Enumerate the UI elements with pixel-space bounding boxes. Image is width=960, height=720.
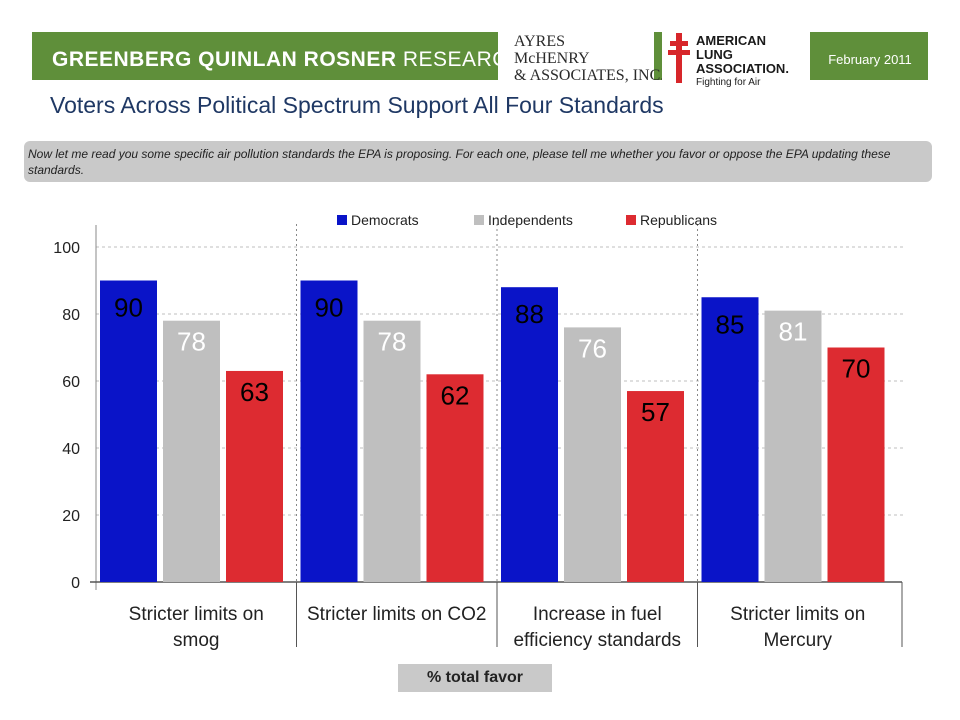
data-label: 90 [114, 293, 143, 323]
data-label: 70 [842, 354, 871, 384]
data-label: 90 [315, 293, 344, 323]
gqr-logo: GREENBERG QUINLAN ROSNER RESEARCH [52, 48, 524, 71]
ayres-mchenry-logo: AYRES McHENRY & ASSOCIATES, INC. [514, 33, 665, 84]
ayres-mchenry-logo-box [498, 28, 654, 88]
total-favor-label: % total favor [398, 664, 552, 692]
category-label: smog [173, 630, 219, 651]
legend-swatch [474, 215, 484, 225]
category-label: Stricter limits on [730, 604, 865, 625]
y-tick-label: 100 [53, 240, 80, 257]
category-label: efficiency standards [513, 630, 681, 651]
y-tick-label: 80 [62, 307, 80, 324]
y-tick-label: 40 [62, 441, 80, 458]
data-label: 76 [578, 333, 607, 363]
data-label: 62 [441, 380, 470, 410]
bar [501, 287, 558, 582]
bar [627, 391, 684, 582]
y-tick-label: 20 [62, 508, 80, 525]
data-label: 63 [240, 377, 269, 407]
bar [300, 280, 358, 582]
bar-chart: 0 20 40 60 80 100 90 90 88 85 78 78 76 81 63 62 57 70 Stri… [53, 212, 906, 651]
data-label: 57 [641, 397, 670, 427]
ala-logo: AMERICAN LUNG ASSOCIATION. Fighting for … [696, 33, 789, 89]
bar [363, 320, 421, 582]
y-tick-label: 0 [71, 575, 80, 592]
lorraine-cross-icon [668, 33, 690, 83]
y-tick-label: 60 [62, 374, 80, 391]
legend-label: Independents [488, 212, 573, 228]
data-label: 88 [515, 299, 544, 329]
legend-swatch [626, 215, 636, 225]
slide-title: Voters Across Political Spectrum Support… [50, 92, 664, 118]
bar [226, 370, 283, 582]
legend-label: Republicans [640, 212, 717, 228]
bar [701, 297, 759, 582]
data-label: 81 [779, 317, 808, 347]
category-label: Increase in fuel [533, 604, 662, 625]
legend-swatch [337, 215, 347, 225]
bar [163, 320, 220, 582]
bar [564, 327, 621, 582]
bar [827, 347, 885, 582]
category-label: Stricter limits on CO2 [307, 604, 486, 625]
data-label: 78 [177, 327, 206, 357]
data-label: 78 [378, 327, 407, 357]
bar [426, 374, 484, 582]
data-label: 85 [716, 309, 745, 339]
bar [100, 280, 157, 582]
date-label: February 2011 [828, 52, 912, 67]
legend-label: Democrats [351, 212, 419, 228]
bar [764, 310, 822, 582]
ala-logo-box [662, 28, 810, 92]
category-label: Mercury [763, 630, 832, 651]
question-box: Now let me read you some specific air po… [24, 141, 932, 182]
category-label: Stricter limits on [129, 604, 264, 625]
